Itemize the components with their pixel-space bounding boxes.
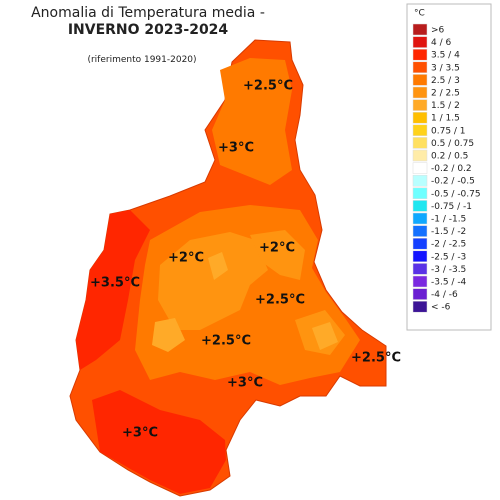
legend-swatch — [412, 174, 428, 187]
legend-label: 3.5 / 4 — [431, 51, 460, 61]
legend-swatch — [412, 36, 428, 48]
legend-label: 4 / 6 — [431, 38, 451, 48]
legend-label: 1.5 / 2 — [431, 101, 460, 111]
region-south — [92, 390, 226, 494]
legend-label: 0.2 / 0.5 — [431, 152, 468, 162]
legend-label: 3 / 3.5 — [431, 63, 460, 73]
season: INVERNO 2023-2024 — [68, 22, 229, 38]
legend-swatch — [412, 74, 428, 86]
legend-label: -2.5 / -3 — [431, 252, 466, 262]
legend-unit: °C — [414, 9, 425, 19]
legend-swatch — [412, 61, 428, 74]
legend-swatch — [412, 300, 428, 313]
region-light-east — [250, 230, 305, 280]
map-label: +2.5°C — [255, 293, 305, 308]
legend-swatch — [412, 288, 428, 300]
map-label: +3.5°C — [90, 276, 140, 291]
region-pale-3 — [312, 322, 338, 350]
legend-swatch — [412, 137, 428, 149]
map-label: +3°C — [218, 141, 254, 156]
legend-label: -1.5 / -2 — [431, 227, 466, 237]
legend-label: 2.5 / 3 — [431, 76, 460, 86]
legend-swatch — [412, 23, 428, 36]
region-pale-2 — [208, 252, 228, 280]
legend-label: 1 / 1.5 — [431, 114, 460, 124]
legend-swatch — [412, 263, 428, 275]
title: Anomalia di Temperatura media - — [31, 5, 265, 21]
legend-swatch — [412, 237, 428, 250]
map-label: +3°C — [227, 376, 263, 391]
map-label: +2.5°C — [243, 79, 293, 94]
legend-label: -0.5 / -0.75 — [431, 189, 481, 199]
legend-swatch — [412, 212, 428, 225]
legend-label: >6 — [431, 26, 445, 36]
region-west — [76, 210, 150, 370]
map-label: +2.5°C — [351, 351, 401, 366]
legend-label: < -6 — [431, 303, 451, 313]
legend-swatch — [412, 99, 428, 111]
legend-label: -4 / -6 — [431, 290, 458, 300]
region-light — [158, 232, 268, 330]
legend-swatch — [412, 124, 428, 137]
legend: >6 4 / 6 3.5 / 4 3 / 3.5 2.5 / 3 2 / 2.5 1.5 /… — [412, 23, 481, 313]
reference: (riferimento 1991-2020) — [87, 55, 196, 65]
legend-swatch — [412, 86, 428, 99]
map-label: +2°C — [168, 251, 204, 266]
legend-swatch — [412, 162, 428, 174]
annotations: +2.5°C +3°C +2°C +2°C +3.5°C +2.5°C +2.5… — [90, 79, 401, 441]
map-label: +2°C — [259, 241, 295, 256]
legend-label: -0.75 / -1 — [431, 202, 472, 212]
legend-label: -3 / -3.5 — [431, 265, 466, 275]
legend-label: -3.5 / -4 — [431, 278, 467, 288]
legend-swatch — [412, 225, 428, 237]
legend-label: -0.2 / 0.2 — [431, 164, 472, 174]
region-north-orange — [212, 58, 292, 185]
map-label: +3°C — [122, 426, 158, 441]
region-pale — [152, 318, 185, 352]
legend-label: -0.2 / -0.5 — [431, 177, 475, 187]
legend-swatch — [412, 111, 428, 124]
legend-label: -1 / -1.5 — [431, 215, 466, 225]
legend-swatch — [412, 275, 428, 288]
map-label: +2.5°C — [201, 334, 251, 349]
legend-swatch — [412, 187, 428, 200]
region-map — [69, 39, 387, 497]
legend-label: 0.5 / 0.75 — [431, 139, 474, 149]
legend-swatch — [412, 48, 428, 61]
legend-label: 0.75 / 1 — [431, 126, 466, 136]
legend-swatch — [412, 149, 428, 162]
legend-swatch — [412, 200, 428, 212]
legend-label: -2 / -2.5 — [431, 240, 466, 250]
legend-label: 2 / 2.5 — [431, 89, 460, 99]
legend-swatch — [412, 250, 428, 263]
